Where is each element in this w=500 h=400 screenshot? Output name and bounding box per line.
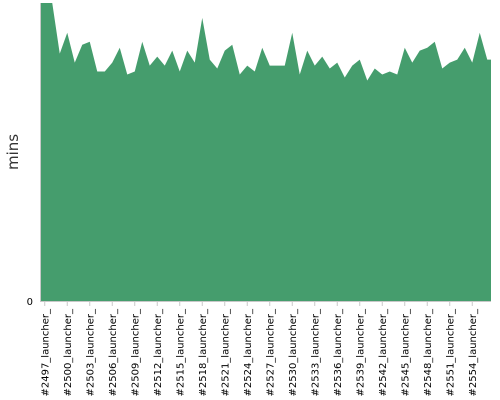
x-tick-label: #2527_launcher_ — [265, 308, 276, 397]
x-tick-label: #2530_launcher_ — [288, 308, 299, 397]
x-tick-label: #2545_launcher_ — [400, 308, 411, 397]
x-tick-label: #2509_launcher_ — [130, 308, 141, 397]
y-axis-title: mins — [4, 134, 22, 170]
x-tick-label: #2521_launcher_ — [220, 308, 231, 397]
x-tick-label: #2533_launcher_ — [310, 308, 321, 397]
x-tick-label: #2503_launcher_ — [85, 308, 96, 397]
x-tick-label: #2506_launcher_ — [108, 308, 119, 397]
x-tick-label: #2542_launcher_ — [378, 308, 389, 397]
x-tick-label: #2515_launcher_ — [175, 308, 186, 397]
x-tick-label: #2548_launcher_ — [423, 308, 434, 397]
y-tick-label-zero: 0 — [27, 297, 33, 308]
x-tick-label: #2539_launcher_ — [355, 308, 366, 397]
x-tick-label: #2512_launcher_ — [153, 308, 164, 397]
x-axis-ticks: #2497_launcher_ #2500_launcher_ #2503_laun… — [40, 302, 479, 397]
series-area — [41, 3, 491, 301]
x-tick-label: #2551_launcher_ — [445, 308, 456, 397]
x-tick-label: #2536_launcher_ — [333, 308, 344, 397]
x-tick-label: #2500_launcher_ — [63, 308, 74, 397]
x-tick-label: #2554_launcher_ — [468, 308, 479, 397]
x-tick-label: #2524_launcher_ — [243, 308, 254, 397]
x-tick-label: #2497_launcher_ — [40, 308, 51, 397]
x-tick-label: #2518_launcher_ — [198, 308, 209, 397]
